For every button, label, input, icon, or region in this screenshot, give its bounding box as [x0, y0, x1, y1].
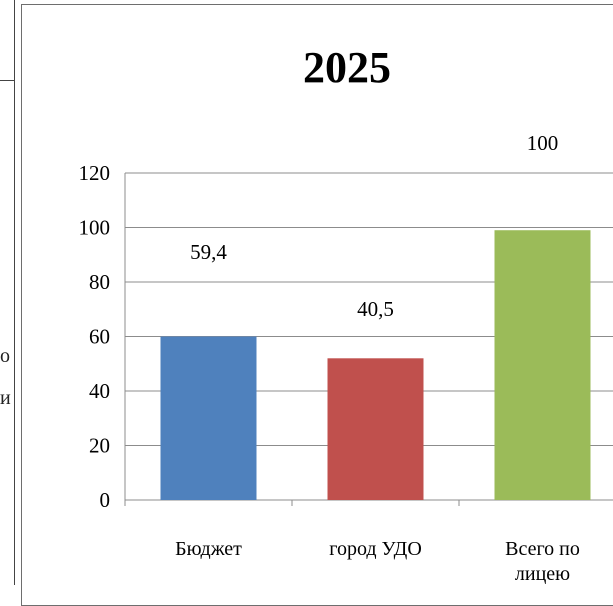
y-tick-label: 120	[79, 161, 111, 185]
left-page-fragment: о и	[0, 0, 20, 585]
x-tick-label: Бюджет	[175, 538, 242, 560]
bar-chart: 2025 0 20 40 60 80 100 120 59,4 Бюджет 40,5 город У…	[79, 43, 613, 585]
fragment-rule	[0, 80, 14, 81]
chart-frame: 2025 0 20 40 60 80 100 120 59,4 Бюджет 40,5 город У…	[21, 4, 613, 606]
bar	[494, 230, 591, 500]
y-tick-label: 0	[100, 488, 111, 512]
y-tick-label: 20	[89, 434, 110, 458]
fragment-glyph-2: и	[0, 387, 11, 409]
x-tick-label: лицею	[515, 563, 570, 585]
y-tick-label: 60	[89, 325, 110, 349]
data-label: 40,5	[357, 297, 394, 321]
y-tick-label: 80	[89, 270, 110, 294]
x-tick-label: Всего по	[505, 538, 580, 560]
data-label: 100	[527, 131, 559, 155]
fragment-border	[14, 0, 15, 585]
chart-title: 2025	[303, 43, 391, 92]
data-label: 59,4	[190, 240, 227, 264]
y-tick-label: 40	[89, 379, 110, 403]
bar	[327, 358, 424, 500]
fragment-glyph-1: о	[0, 345, 10, 367]
x-tick-label: город УДО	[329, 538, 422, 560]
y-tick-label: 100	[79, 216, 111, 240]
bar	[160, 336, 257, 500]
